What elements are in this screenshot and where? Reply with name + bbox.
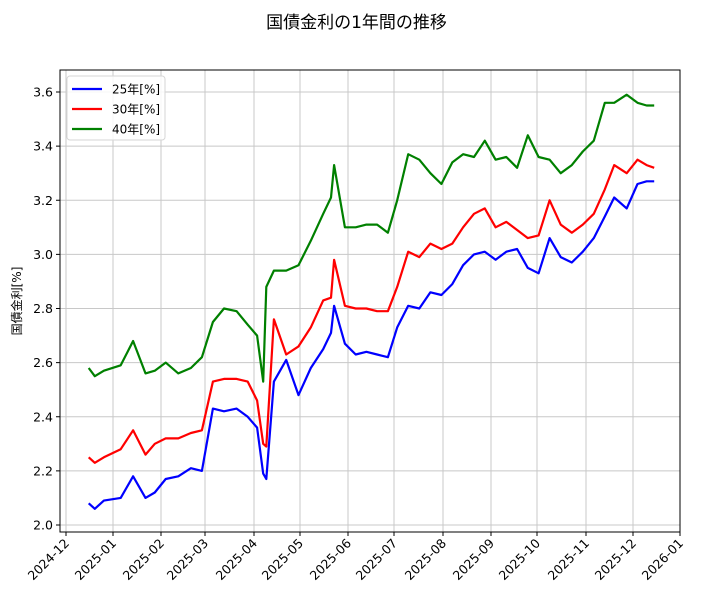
y-tick-label: 2.0 — [33, 518, 53, 533]
legend-label: 40年[%] — [112, 123, 160, 137]
legend-label: 25年[%] — [112, 83, 160, 97]
y-tick-label: 2.6 — [33, 355, 53, 370]
y-tick-label: 2.4 — [33, 409, 53, 424]
x-tick-label: 2025-07 — [353, 536, 401, 584]
series-line — [87, 180, 655, 510]
y-axis-label: 国債金利[%] — [9, 267, 24, 336]
y-tick-label: 2.2 — [33, 463, 53, 478]
x-tick-label: 2025-08 — [402, 535, 450, 583]
legend: 25年[%] 30年[%] 40年[%] — [66, 75, 166, 141]
x-tick-label: 2025-04 — [213, 535, 261, 583]
plot-frame — [59, 69, 681, 533]
x-tick-label: 2025-01 — [72, 536, 120, 584]
x-tick-label: 2026-01 — [639, 536, 687, 584]
x-tick-label: 2025-05 — [259, 536, 307, 584]
x-tick-label: 2025-11 — [545, 536, 593, 584]
legend-box — [66, 75, 166, 141]
data-series — [87, 93, 655, 510]
x-tick-label: 2025-02 — [120, 536, 168, 584]
x-tick-label: 2024-12 — [25, 536, 73, 584]
legend-label: 30年[%] — [112, 103, 160, 117]
x-tick-label: 2025-12 — [592, 536, 640, 584]
x-tick-label: 2025-10 — [496, 535, 544, 583]
y-tick-label: 2.8 — [33, 301, 53, 316]
chart-title: 国債金利の1年間の推移 — [266, 13, 447, 33]
series-line — [87, 93, 655, 383]
x-tick-label: 2025-09 — [450, 535, 498, 583]
y-tick-label: 3.0 — [33, 247, 53, 262]
y-tick-label: 3.6 — [33, 85, 53, 100]
x-tick-label: 2025-03 — [164, 536, 212, 584]
y-tick-label: 3.2 — [33, 193, 53, 208]
y-axis: 2.0 2.2 2.4 2.6 2.8 3.0 3.2 3.4 3.6 — [33, 85, 60, 533]
y-tick-label: 3.4 — [33, 139, 53, 154]
series-line — [87, 158, 655, 464]
x-tick-label: 2025-06 — [307, 535, 355, 583]
